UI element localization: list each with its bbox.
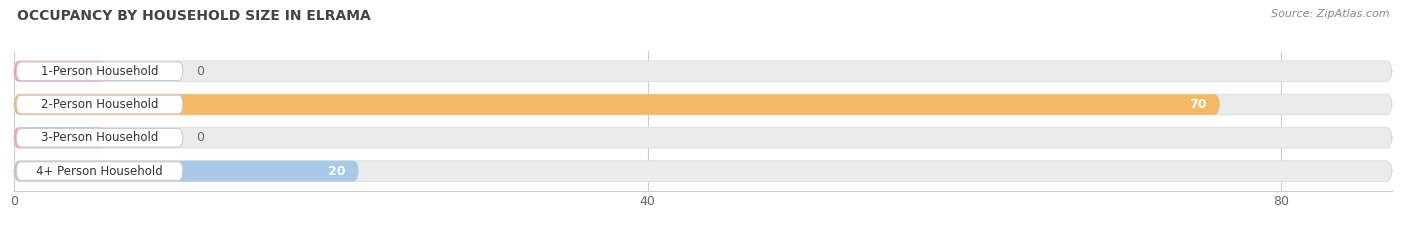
Text: OCCUPANCY BY HOUSEHOLD SIZE IN ELRAMA: OCCUPANCY BY HOUSEHOLD SIZE IN ELRAMA <box>17 9 371 23</box>
FancyBboxPatch shape <box>14 161 359 182</box>
FancyBboxPatch shape <box>14 61 105 82</box>
Text: 4+ Person Household: 4+ Person Household <box>37 164 163 178</box>
FancyBboxPatch shape <box>14 94 1220 115</box>
FancyBboxPatch shape <box>17 128 183 147</box>
Text: 0: 0 <box>197 65 204 78</box>
FancyBboxPatch shape <box>14 94 1392 115</box>
FancyBboxPatch shape <box>14 61 1392 82</box>
FancyBboxPatch shape <box>17 95 183 114</box>
Text: 20: 20 <box>329 164 346 178</box>
Text: 2-Person Household: 2-Person Household <box>41 98 159 111</box>
FancyBboxPatch shape <box>17 162 183 180</box>
FancyBboxPatch shape <box>17 62 183 81</box>
FancyBboxPatch shape <box>14 127 1392 148</box>
Text: 0: 0 <box>197 131 204 144</box>
Text: 3-Person Household: 3-Person Household <box>41 131 159 144</box>
Text: 1-Person Household: 1-Person Household <box>41 65 159 78</box>
Text: Source: ZipAtlas.com: Source: ZipAtlas.com <box>1271 9 1389 19</box>
FancyBboxPatch shape <box>14 127 105 148</box>
Text: 70: 70 <box>1189 98 1206 111</box>
FancyBboxPatch shape <box>14 161 1392 182</box>
